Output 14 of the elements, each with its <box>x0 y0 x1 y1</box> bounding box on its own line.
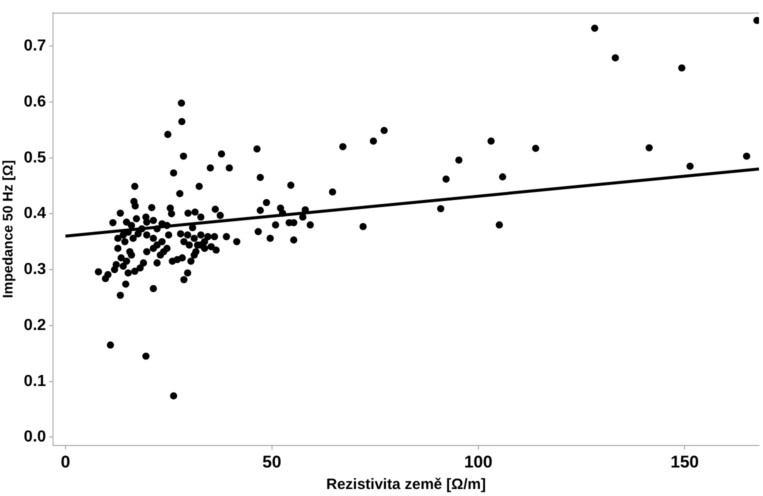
y-tick-label: 0.2 <box>24 316 46 334</box>
y-tick-label: 0.0 <box>24 428 46 446</box>
x-tick-label: 50 <box>262 452 282 472</box>
y-axis-title: Impedance 50 Hz [Ω] <box>0 160 16 298</box>
y-tick-label: 0.7 <box>24 38 46 55</box>
x-tick-label: 0 <box>60 452 70 472</box>
x-axis-title: Rezistivita země [Ω/m] <box>326 476 486 494</box>
x-tick-label: 100 <box>464 452 492 472</box>
y-tick-label: 0.5 <box>24 149 46 166</box>
x-tick-label: 150 <box>670 452 699 472</box>
y-tick-label: 0.3 <box>24 261 46 278</box>
y-tick-label: 0.4 <box>24 205 46 222</box>
y-tick-label: 0.1 <box>24 372 46 390</box>
y-tick-label: 0.6 <box>24 93 46 110</box>
